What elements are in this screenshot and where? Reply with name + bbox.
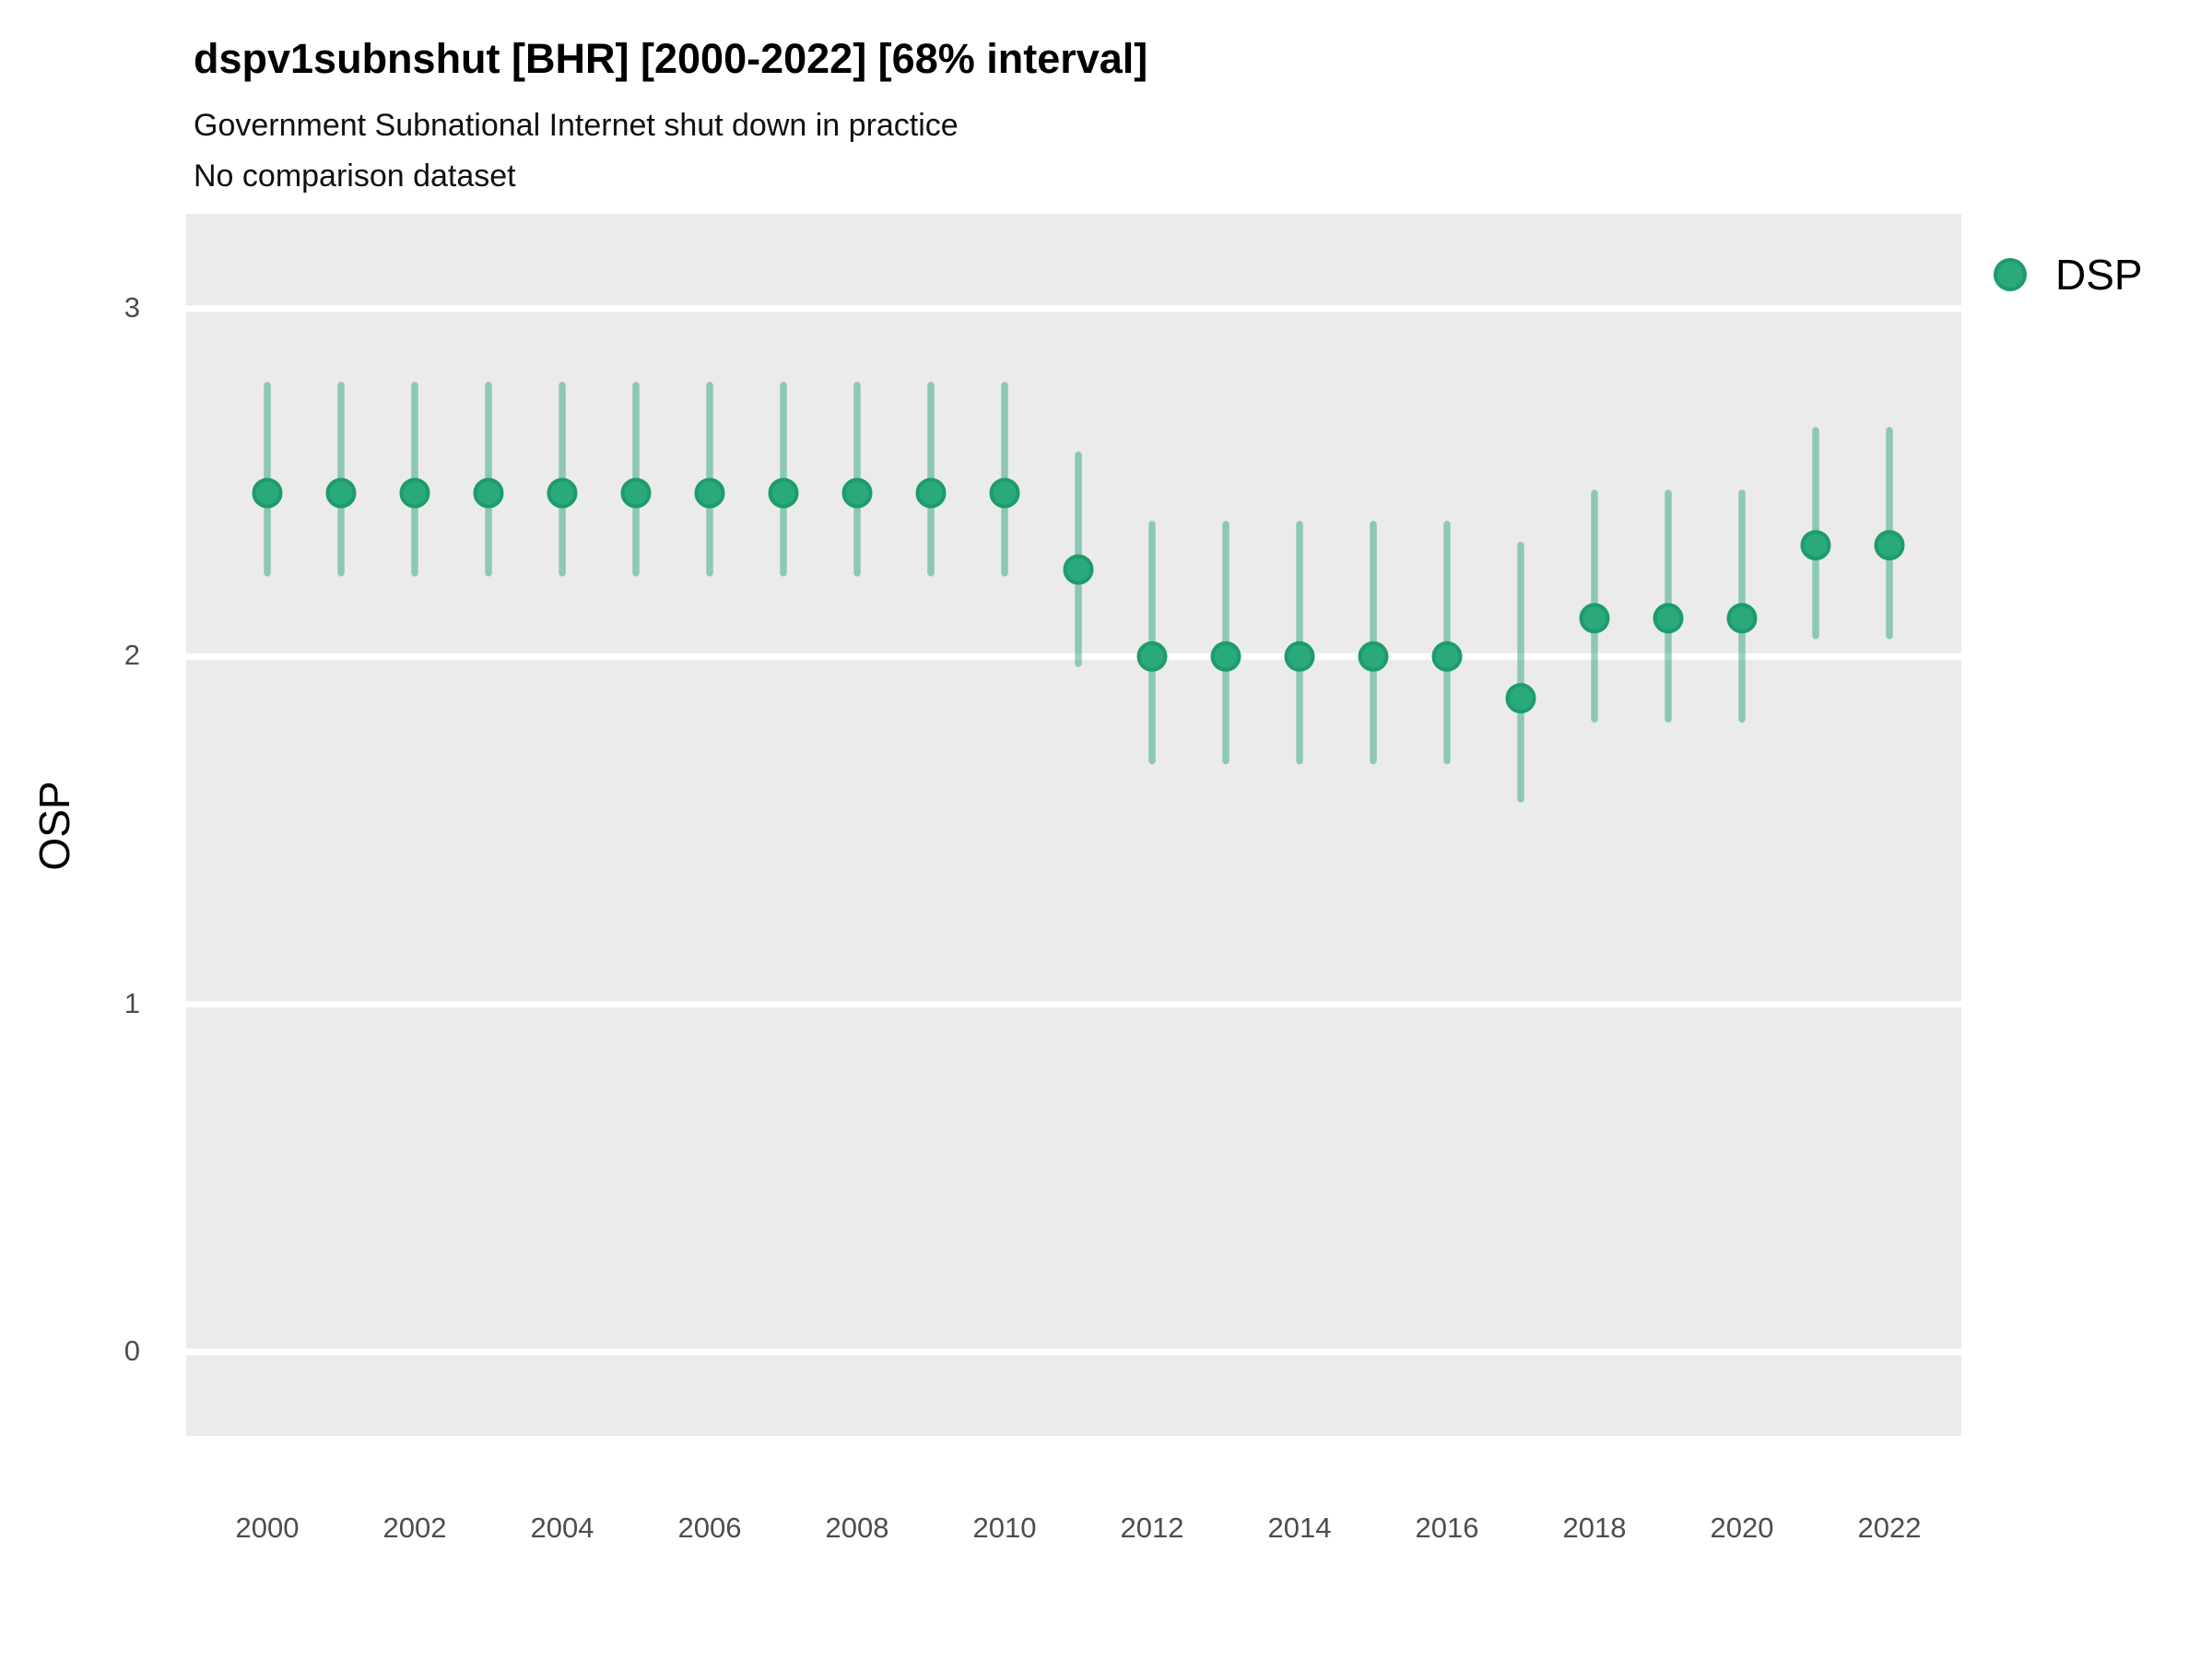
x-tick-label-2018: 2018	[1562, 1512, 1627, 1544]
legend-marker-circle-icon	[1994, 258, 2027, 291]
point-marker-2015	[1358, 641, 1389, 672]
point-marker-2022	[1874, 530, 1905, 561]
y-axis-title: OSP	[30, 781, 78, 871]
point-marker-2020	[1726, 603, 1758, 634]
point-marker-2016	[1431, 641, 1463, 672]
point-marker-2013	[1210, 641, 1241, 672]
point-marker-2018	[1579, 603, 1610, 634]
chart-subtitle: Government Subnational Internet shut dow…	[194, 108, 959, 143]
y-tick-label-0: 0	[124, 1334, 140, 1367]
point-marker-2019	[1653, 603, 1684, 634]
x-tick-label-2008: 2008	[825, 1512, 889, 1544]
point-marker-2021	[1800, 530, 1831, 561]
x-tick-label-2000: 2000	[235, 1512, 300, 1544]
point-marker-2003	[473, 477, 504, 509]
point-marker-2002	[399, 477, 430, 509]
y-tick-label-1: 1	[124, 986, 140, 1019]
point-marker-2012	[1136, 641, 1168, 672]
point-marker-2014	[1284, 641, 1315, 672]
x-tick-label-2022: 2022	[1857, 1512, 1922, 1544]
x-tick-label-2010: 2010	[972, 1512, 1037, 1544]
x-tick-label-2012: 2012	[1120, 1512, 1184, 1544]
chart-title: dspv1subnshut [BHR] [2000-2022] [68% int…	[194, 35, 1148, 82]
x-tick-label-2002: 2002	[382, 1512, 447, 1544]
y-tick-label-2: 2	[124, 639, 140, 672]
point-marker-2017	[1505, 683, 1536, 714]
point-marker-2006	[694, 477, 725, 509]
legend-label: DSP	[2055, 251, 2143, 299]
x-tick-label-2014: 2014	[1267, 1512, 1332, 1544]
point-marker-2008	[841, 477, 873, 509]
panel-background	[186, 214, 1961, 1436]
chart-note: No comparison dataset	[194, 159, 516, 194]
point-marker-2004	[547, 477, 578, 509]
point-marker-2005	[620, 477, 652, 509]
x-tick-label-2016: 2016	[1415, 1512, 1479, 1544]
point-marker-2001	[325, 477, 357, 509]
point-marker-2000	[252, 477, 283, 509]
x-tick-label-2004: 2004	[530, 1512, 594, 1544]
x-tick-label-2006: 2006	[677, 1512, 742, 1544]
point-marker-2010	[989, 477, 1020, 509]
point-marker-2009	[915, 477, 947, 509]
y-tick-label-3: 3	[124, 291, 140, 324]
x-tick-label-2020: 2020	[1710, 1512, 1774, 1544]
point-marker-2007	[768, 477, 799, 509]
point-marker-2011	[1063, 554, 1094, 585]
